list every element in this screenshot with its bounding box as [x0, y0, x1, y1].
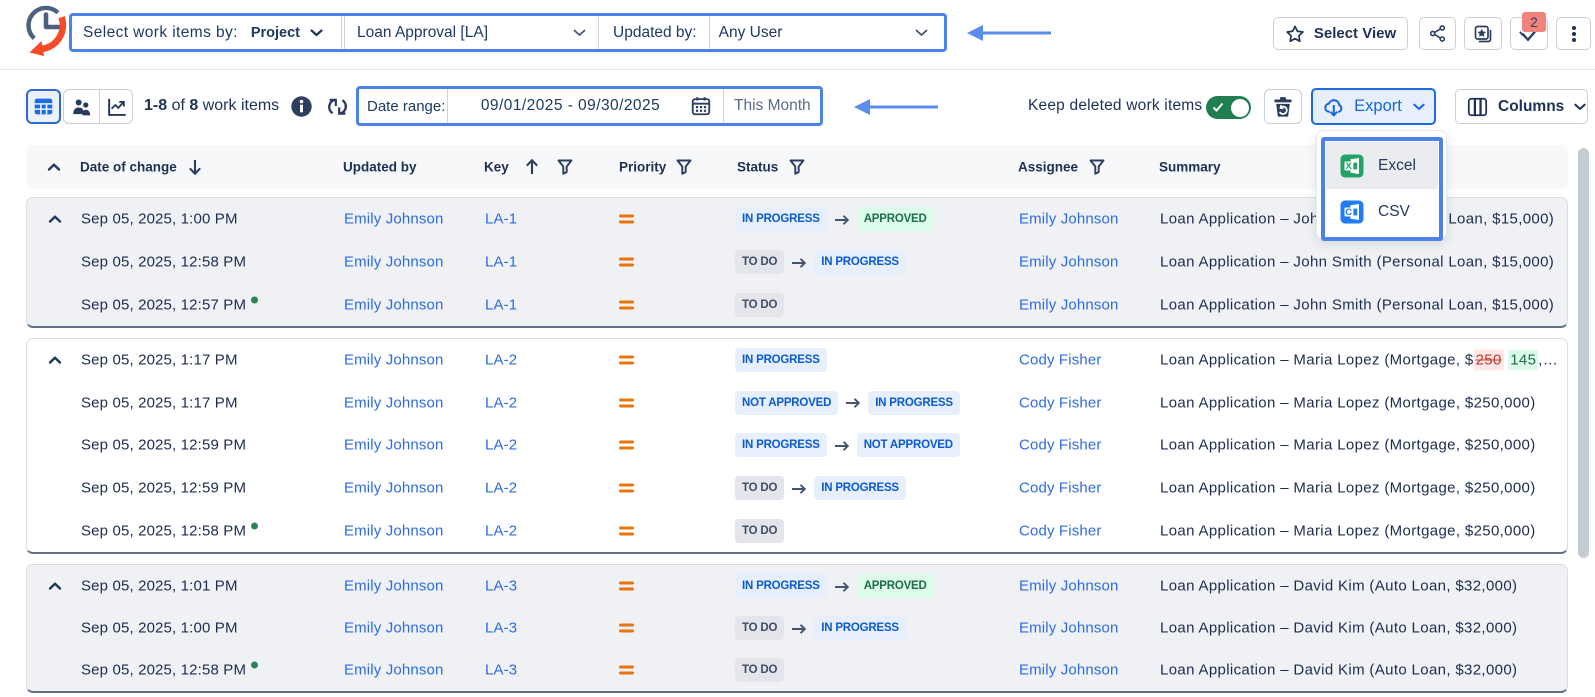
svg-text:C: C: [1345, 207, 1352, 218]
svg-text:X: X: [1346, 161, 1353, 172]
